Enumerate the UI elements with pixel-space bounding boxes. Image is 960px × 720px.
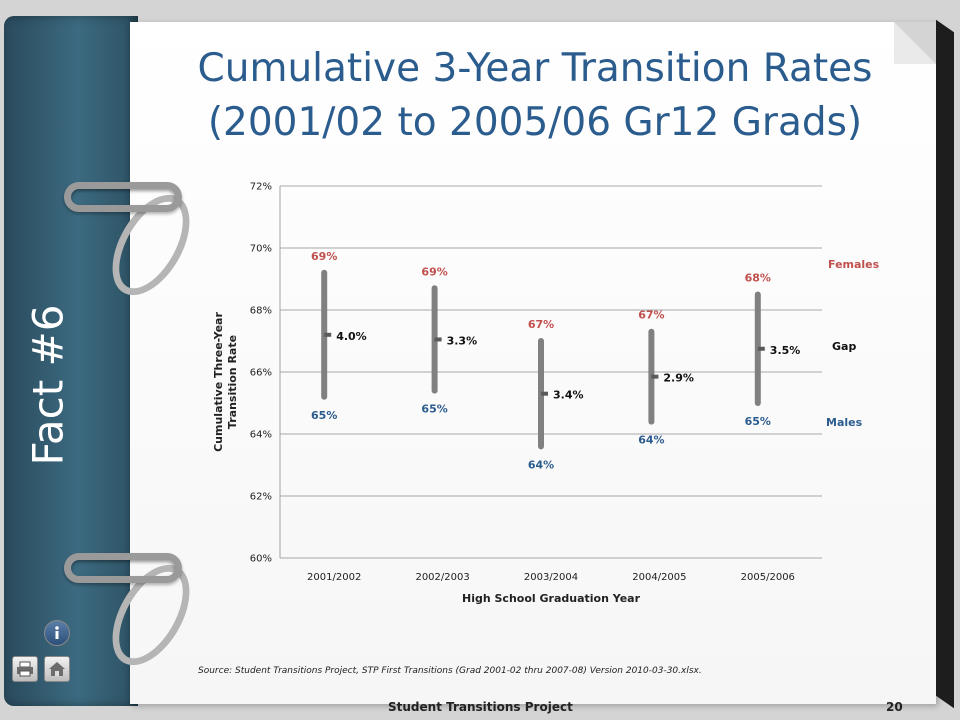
y-axis-title: Cumulative Three-YearTransition Rate	[212, 312, 239, 452]
data-labels: 69% 65% 4.0% 69% 65% 3.3% 67% 64% 3.4% 67% 64% 2.9%…	[311, 250, 800, 472]
home-button[interactable]	[44, 656, 70, 682]
y-axis-title-line: Transition Rate	[226, 335, 239, 429]
x-tick-label: 2002/2003	[415, 572, 469, 583]
male-value-label: 64%	[528, 458, 554, 471]
slide-page	[130, 22, 936, 704]
female-value-label: 67%	[528, 318, 554, 331]
y-tick-labels: 60% 62% 64% 66% 68% 70% 72%	[250, 182, 272, 565]
legend: Females Gap Males	[826, 258, 880, 429]
slide-title: Cumulative 3-Year Transition Rates (2001…	[150, 42, 920, 150]
gap-marker	[651, 374, 659, 379]
binder-ring-top	[64, 182, 182, 212]
gap-marker	[434, 337, 442, 342]
x-tick-labels: 2001/2002 2002/2003 2003/2004 2004/2005 2005…	[307, 572, 795, 583]
y-tick-label: 62%	[250, 492, 272, 503]
y-tick-label: 70%	[250, 244, 272, 255]
y-tick-label: 66%	[250, 368, 272, 379]
male-value-label: 65%	[745, 415, 771, 428]
x-tick-label: 2001/2002	[307, 572, 361, 583]
home-icon	[49, 662, 65, 676]
range-bars	[321, 269, 765, 450]
x-tick-label: 2003/2004	[524, 572, 578, 583]
x-axis-title: High School Graduation Year	[462, 592, 641, 605]
male-value-label: 65%	[311, 409, 337, 422]
page-corner-fold	[894, 22, 936, 64]
gap-value-label: 3.4%	[553, 389, 584, 402]
gap-marker	[757, 346, 765, 351]
info-button[interactable]	[44, 620, 70, 646]
y-tick-label: 72%	[250, 182, 272, 193]
gap-value-label: 2.9%	[663, 372, 694, 385]
gap-marker	[541, 391, 548, 396]
info-icon	[55, 626, 59, 639]
footer-page-number: 20	[886, 700, 903, 714]
gap-value-label: 3.3%	[447, 334, 478, 347]
binder-spine	[4, 16, 138, 706]
source-note: Source: Student Transitions Project, STP…	[198, 666, 702, 676]
footer-project-name: Student Transitions Project	[388, 700, 573, 714]
y-axis-title-line: Cumulative Three-Year	[212, 312, 225, 452]
female-value-label: 68%	[745, 272, 771, 285]
print-button[interactable]	[12, 656, 38, 682]
legend-entry: Gap	[832, 340, 856, 353]
female-value-label: 69%	[421, 265, 447, 278]
y-tick-label: 64%	[250, 430, 272, 441]
male-value-label: 65%	[421, 403, 447, 416]
gap-value-label: 3.5%	[770, 344, 801, 357]
printer-icon	[17, 661, 33, 677]
y-tick-label: 68%	[250, 306, 272, 317]
gridlines	[279, 185, 822, 559]
female-value-label: 69%	[311, 250, 337, 263]
x-tick-label: 2005/2006	[741, 572, 795, 583]
x-tick-label: 2004/2005	[632, 572, 686, 583]
binder-ring-bottom	[64, 553, 182, 583]
slide-title-line1: Cumulative 3-Year Transition Rates	[197, 46, 873, 91]
legend-entry: Females	[828, 258, 880, 271]
gap-marker	[324, 332, 332, 337]
gap-value-label: 4.0%	[336, 330, 367, 343]
y-tick-label: 60%	[250, 554, 272, 565]
male-value-label: 64%	[638, 434, 664, 447]
female-value-label: 67%	[638, 309, 664, 322]
slide-title-line2: (2001/02 to 2005/06 Gr12 Grads)	[207, 100, 863, 145]
legend-entry: Males	[826, 416, 863, 429]
